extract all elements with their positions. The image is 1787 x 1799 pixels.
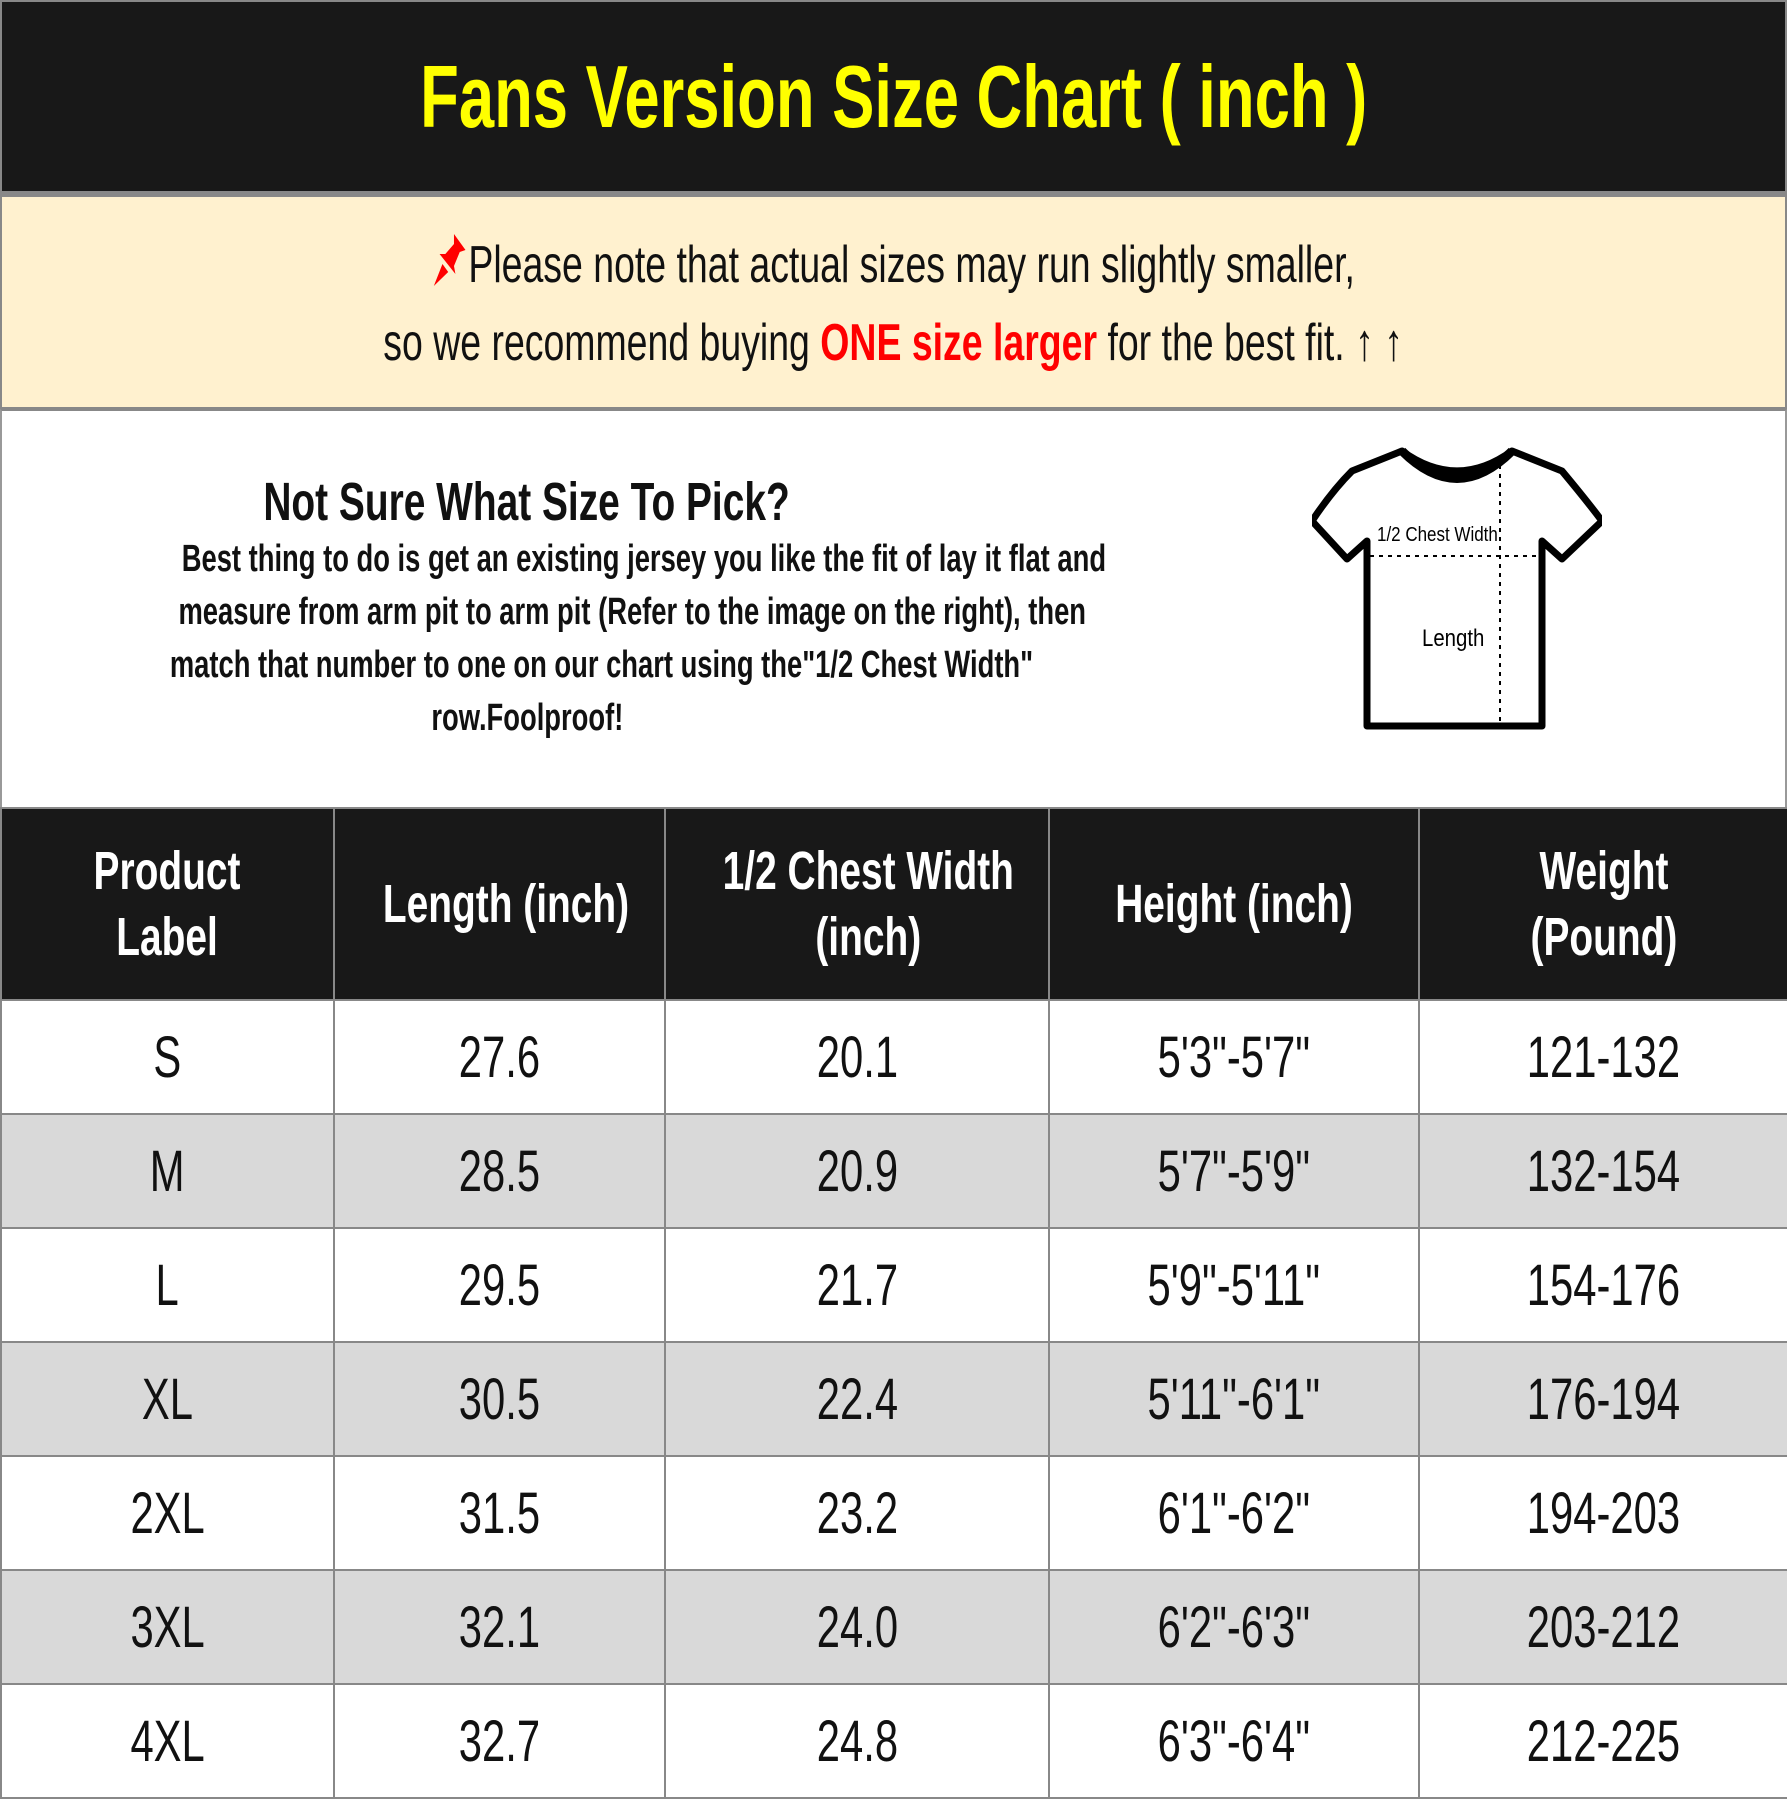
- table-header-row: Product Label Length (inch) 1/2 Chest Wid…: [0, 807, 1787, 1001]
- size-table: Product Label Length (inch) 1/2 Chest Wid…: [0, 807, 1787, 1799]
- cell-height: 5'7"-5'9": [1048, 1113, 1420, 1229]
- cell-chest-width: 23.2: [664, 1455, 1050, 1571]
- cell-size-label: XL: [0, 1341, 335, 1457]
- guide-line: match that number to one on our chart us…: [169, 644, 1034, 686]
- cell-weight: 176-194: [1418, 1341, 1787, 1457]
- note-highlight: ONE size larger: [820, 313, 1098, 372]
- cell-chest-width: 22.4: [664, 1341, 1050, 1457]
- cell-height: 6'1"-6'2": [1048, 1455, 1420, 1571]
- cell-weight: 132-154: [1418, 1113, 1787, 1229]
- fit-guide: Not Sure What Size To Pick? Best thing t…: [0, 409, 1787, 807]
- guide-line: row.Foolproof!: [431, 697, 623, 739]
- cell-length: 32.1: [333, 1569, 666, 1685]
- chest-width-label: 1/2 Chest Width: [1377, 523, 1498, 546]
- page-title: Fans Version Size Chart ( inch ): [419, 46, 1368, 146]
- header-weight: Weight (Pound): [1418, 807, 1787, 1001]
- header-length: Length (inch): [333, 807, 666, 1001]
- cell-weight: 203-212: [1418, 1569, 1787, 1685]
- table-row: L 29.5 21.7 5'9"-5'11" 154-176: [0, 1227, 1787, 1343]
- cell-length: 29.5: [333, 1227, 666, 1343]
- up-arrows-icon: ↑ ↑: [1355, 313, 1404, 372]
- table-row: 2XL 31.5 23.2 6'1"-6'2" 194-203: [0, 1455, 1787, 1571]
- cell-length: 30.5: [333, 1341, 666, 1457]
- cell-size-label: M: [0, 1113, 335, 1229]
- cell-weight: 212-225: [1418, 1683, 1787, 1799]
- cell-chest-width: 20.9: [664, 1113, 1050, 1229]
- header-chest-width: 1/2 Chest Width (inch): [664, 807, 1050, 1001]
- table-row: XL 30.5 22.4 5'11"-6'1" 176-194: [0, 1341, 1787, 1457]
- cell-length: 31.5: [333, 1455, 666, 1571]
- cell-chest-width: 24.8: [664, 1683, 1050, 1799]
- cell-size-label: S: [0, 999, 335, 1115]
- cell-weight: 194-203: [1418, 1455, 1787, 1571]
- table-row: 4XL 32.7 24.8 6'3"-6'4" 212-225: [0, 1683, 1787, 1799]
- note-line-1: Please note that actual sizes may run sl…: [468, 235, 1355, 294]
- guide-line: measure from arm pit to arm pit (Refer t…: [178, 591, 1087, 633]
- cell-length: 27.6: [333, 999, 666, 1115]
- tshirt-diagram-icon: 1/2 Chest Width Length: [1312, 447, 1602, 730]
- table-row: M 28.5 20.9 5'7"-5'9" 132-154: [0, 1113, 1787, 1229]
- guide-title: Not Sure What Size To Pick?: [263, 472, 791, 532]
- cell-chest-width: 20.1: [664, 999, 1050, 1115]
- length-label: Length: [1422, 624, 1484, 651]
- cell-chest-width: 21.7: [664, 1227, 1050, 1343]
- cell-length: 28.5: [333, 1113, 666, 1229]
- note-line-2-post: for the best fit.: [1097, 313, 1346, 372]
- cell-weight: 154-176: [1418, 1227, 1787, 1343]
- cell-size-label: 4XL: [0, 1683, 335, 1799]
- cell-size-label: 3XL: [0, 1569, 335, 1685]
- table-row: S 27.6 20.1 5'3"-5'7" 121-132: [0, 999, 1787, 1115]
- cell-height: 6'3"-6'4": [1048, 1683, 1420, 1799]
- pushpin-icon: [433, 233, 466, 286]
- cell-size-label: 2XL: [0, 1455, 335, 1571]
- title-banner: Fans Version Size Chart ( inch ): [0, 0, 1787, 193]
- cell-length: 32.7: [333, 1683, 666, 1799]
- note-line-2-pre: so we recommend buying: [383, 313, 821, 372]
- cell-height: 5'9"-5'11": [1048, 1227, 1420, 1343]
- sizing-note: Please note that actual sizes may run sl…: [0, 193, 1787, 409]
- cell-weight: 121-132: [1418, 999, 1787, 1115]
- table-row: 3XL 32.1 24.0 6'2"-6'3" 203-212: [0, 1569, 1787, 1685]
- cell-chest-width: 24.0: [664, 1569, 1050, 1685]
- cell-size-label: L: [0, 1227, 335, 1343]
- header-height: Height (inch): [1048, 807, 1420, 1001]
- cell-height: 6'2"-6'3": [1048, 1569, 1420, 1685]
- cell-height: 5'3"-5'7": [1048, 999, 1420, 1115]
- guide-line: Best thing to do is get an existing jers…: [181, 538, 1107, 580]
- header-product-label: Product Label: [0, 807, 335, 1001]
- cell-height: 5'11"-6'1": [1048, 1341, 1420, 1457]
